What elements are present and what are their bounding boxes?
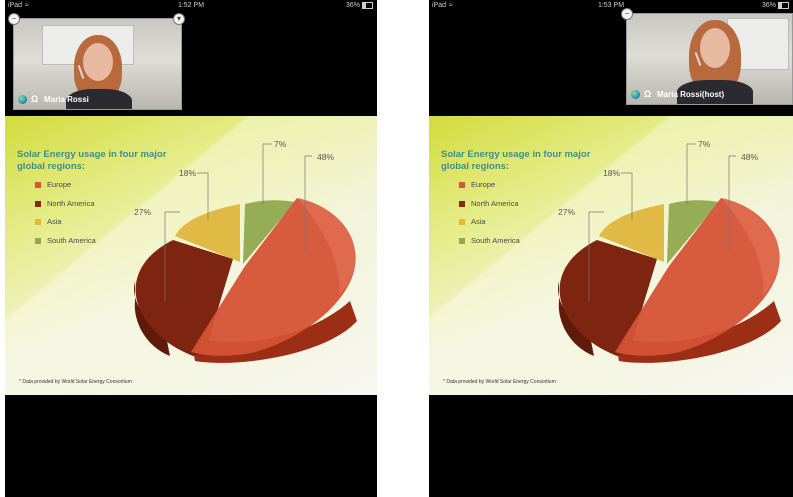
ipad-screen-right: iPad ≈ 1:53 PM 36% Ω Maria Rossi(host) − … (429, 0, 793, 497)
percent-label-europe: 48% (317, 152, 335, 162)
leader-line-europe (728, 155, 736, 251)
slice-south-america (667, 200, 719, 264)
pie-chart-3d (134, 143, 357, 363)
slide-title: Solar Energy usage in four major global … (17, 149, 167, 172)
leader-line-asia (621, 172, 633, 220)
percent-label-south-america: 7% (274, 139, 287, 149)
slide-title: Solar Energy usage in four major global … (441, 149, 591, 172)
participant-face (700, 28, 730, 68)
slice-europe (191, 198, 356, 356)
participant-name-bar: Ω Maria Rossi(host) (631, 88, 724, 100)
minimize-video-button[interactable]: − (621, 8, 633, 20)
slice-north-america-side (558, 281, 594, 356)
ipad-screen-left: iPad ≈ 1:52 PM 36% Ω Maria Rossi − ▾ Sola… (5, 0, 377, 497)
battery-icon (778, 1, 789, 9)
slice-europe (615, 198, 780, 356)
leader-line-south-america (686, 143, 696, 204)
wifi-icon: ≈ (25, 2, 29, 9)
globe-icon (631, 89, 640, 99)
battery-percent: 36% (761, 2, 776, 9)
slice-north-america-side (134, 281, 170, 356)
clock: 1:53 PM (597, 2, 625, 9)
percent-label-north-america: 27% (134, 207, 152, 217)
percent-label-south-america: 7% (698, 139, 711, 149)
slide-footnote: * Data provided by World Solar Energy Co… (443, 379, 556, 385)
participant-name: Maria Rossi(host) (657, 89, 725, 99)
clock: 1:52 PM (177, 2, 205, 9)
leader-line-asia (197, 172, 209, 220)
percent-label-north-america: 27% (558, 207, 576, 217)
slice-asia (175, 204, 240, 262)
globe-icon (18, 94, 27, 104)
leader-line-north-america (588, 211, 604, 301)
percent-label-europe: 48% (741, 152, 759, 162)
minimize-video-button[interactable]: − (8, 13, 20, 25)
carrier-label: iPad (432, 2, 447, 9)
presentation-slide: Solar Energy usage in four major global … (429, 116, 793, 395)
wifi-icon: ≈ (449, 2, 453, 9)
slice-asia (599, 204, 664, 262)
headset-icon: Ω (31, 93, 39, 104)
status-bar: iPad ≈ 1:53 PM 36% (429, 0, 793, 12)
presentation-slide: Solar Energy usage in four major global … (5, 116, 377, 395)
battery-icon (362, 1, 373, 9)
participant-face (83, 43, 113, 81)
expand-video-button[interactable]: ▾ (173, 13, 185, 25)
status-bar: iPad ≈ 1:52 PM 36% (5, 0, 377, 12)
battery-percent: 36% (345, 2, 360, 9)
participant-name: Maria Rossi (44, 94, 89, 104)
carrier-label: iPad (8, 2, 23, 9)
participant-video[interactable]: Ω Maria Rossi(host) (626, 13, 793, 105)
leader-line-north-america (164, 211, 180, 301)
headset-icon: Ω (644, 88, 652, 99)
pie-chart-3d (558, 143, 781, 363)
leader-line-south-america (262, 143, 272, 204)
slice-south-america (243, 200, 295, 264)
slide-footnote: * Data provided by World Solar Energy Co… (19, 379, 132, 385)
participant-name-bar: Ω Maria Rossi (18, 93, 89, 105)
participant-video[interactable]: Ω Maria Rossi (13, 18, 182, 110)
percent-label-asia: 18% (603, 168, 621, 178)
percent-label-asia: 18% (179, 168, 197, 178)
leader-line-europe (304, 155, 312, 251)
